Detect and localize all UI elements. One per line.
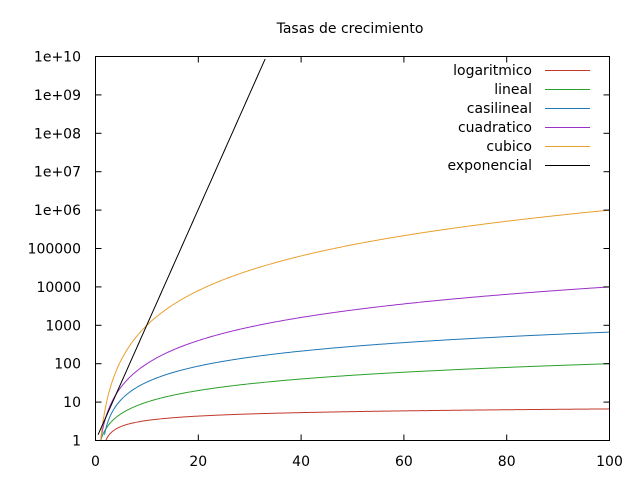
series-cubico-line xyxy=(100,209,610,441)
plot-frame xyxy=(95,56,610,441)
series-exponencial-line xyxy=(97,58,266,435)
legend-label-cubico: cubico xyxy=(486,139,532,155)
legend: logaritmico lineal casilineal cuadratico cub… xyxy=(447,63,590,174)
chart-title: Tasas de crecimiento xyxy=(276,21,424,37)
x-tick-label: 20 xyxy=(189,454,207,470)
y-tick-label: 1e+10 xyxy=(34,50,81,66)
x-tick-label: 60 xyxy=(395,454,413,470)
y-tick-label: 100 xyxy=(54,357,81,373)
legend-label-cuadratico: cuadratico xyxy=(458,120,532,136)
y-axis: 1 10 100 1000 10000 100000 1e+06 1e+07 1e+08 1e+0… xyxy=(28,50,610,450)
series-cuadratico-line xyxy=(100,286,610,441)
y-tick-label: 1000 xyxy=(45,318,81,334)
y-tick-label: 10 xyxy=(63,395,81,411)
series-casilineal-line xyxy=(104,331,610,435)
legend-label-logaritmico: logaritmico xyxy=(453,63,532,79)
series-logaritmico-line xyxy=(105,408,610,441)
x-tick-label: 100 xyxy=(596,454,623,470)
series-lineal-line xyxy=(100,363,610,441)
x-tick-label: 80 xyxy=(498,454,516,470)
legend-label-casilineal: casilineal xyxy=(467,101,532,117)
y-tick-label: 10000 xyxy=(36,280,81,296)
x-tick-label: 0 xyxy=(91,454,100,470)
x-tick-label: 40 xyxy=(292,454,310,470)
legend-label-exponencial: exponencial xyxy=(447,158,532,174)
plot-lines xyxy=(97,58,610,441)
y-tick-label: 1e+07 xyxy=(34,165,81,181)
y-tick-label: 1 xyxy=(72,434,81,450)
legend-label-lineal: lineal xyxy=(494,82,532,98)
y-tick-label: 1e+09 xyxy=(34,88,81,104)
y-tick-label: 100000 xyxy=(28,242,81,258)
y-tick-label: 1e+06 xyxy=(34,203,81,219)
y-tick-label: 1e+08 xyxy=(34,126,81,142)
x-axis: 0 20 40 60 80 100 xyxy=(91,56,623,470)
